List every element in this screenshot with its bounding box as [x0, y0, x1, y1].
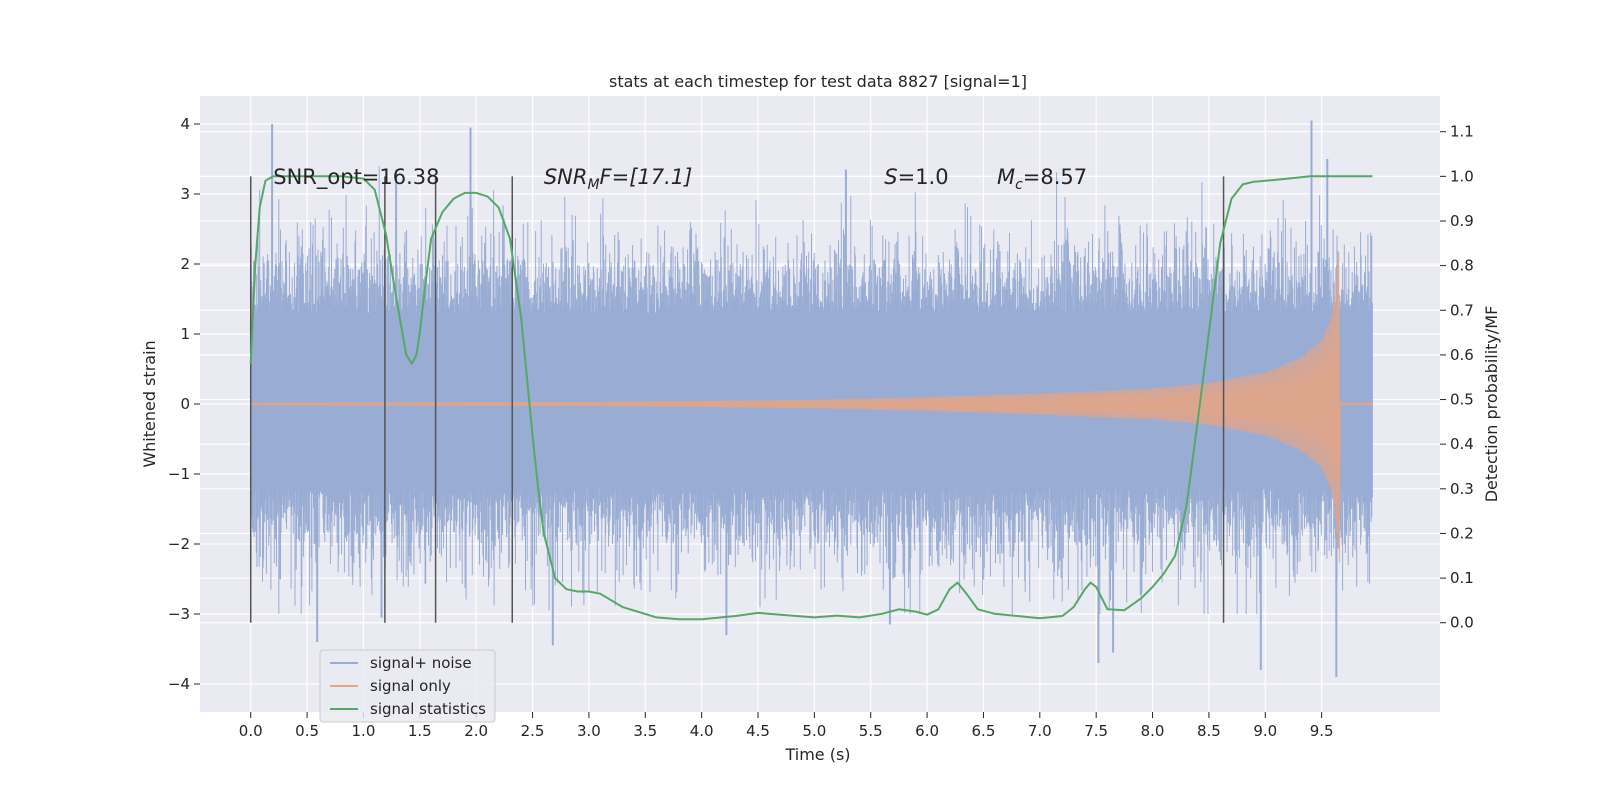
x-tick-label: 0.0	[239, 722, 263, 740]
annotation-snr-mf: SNRMF=[17.1]	[544, 165, 693, 193]
y-left-tick-label: 1	[180, 325, 190, 343]
y-left-tick-label: −4	[168, 675, 190, 693]
annotation-snr-opt: SNR_opt=16.38	[273, 165, 439, 190]
y-right-tick-label: 0.2	[1450, 524, 1474, 542]
x-tick-label: 4.5	[746, 722, 770, 740]
y-left-tick-label: −1	[168, 465, 190, 483]
x-tick-label: 1.0	[352, 722, 376, 740]
x-tick-label: 7.0	[1028, 722, 1052, 740]
x-axis-label: Time (s)	[784, 745, 850, 764]
y-right-tick-label: 0.5	[1450, 391, 1474, 409]
legend-label-signal: signal only	[370, 677, 451, 695]
x-tick-label: 7.5	[1084, 722, 1108, 740]
series-signal-statistics	[249, 175, 1373, 621]
x-tick-label: 4.0	[690, 722, 714, 740]
y-right-tick-label: 0.7	[1450, 301, 1474, 319]
x-tick-label: 8.5	[1197, 722, 1221, 740]
x-tick-label: 2.0	[464, 722, 488, 740]
y-right-tick-label: 0.6	[1450, 346, 1474, 364]
x-tick-label: 3.0	[577, 722, 601, 740]
annotation-mchirp: Mc=8.57	[997, 165, 1087, 193]
x-tick-label: 9.0	[1253, 722, 1277, 740]
legend: signal+ noise signal only signal statist…	[319, 649, 496, 723]
legend-label-statistics: signal statistics	[370, 700, 486, 718]
y-right-tick-label: 0.3	[1450, 480, 1474, 498]
statistics-line	[249, 175, 1373, 621]
y-left-tick-label: −2	[168, 535, 190, 553]
legend-box	[319, 649, 496, 723]
x-tick-label: 5.0	[802, 722, 826, 740]
y-right-tick-label: 0.4	[1450, 435, 1474, 453]
y-right-tick-label: 0.8	[1450, 257, 1474, 275]
x-tick-label: 5.5	[859, 722, 883, 740]
x-tick-label: 0.5	[295, 722, 319, 740]
y-right-tick-label: 0.0	[1450, 614, 1474, 632]
signal-trace	[250, 252, 1373, 563]
series-signal-only	[250, 252, 1373, 563]
annotation-s-stat: S=1.0	[884, 165, 948, 189]
y-axis-right-ticks: 1.1 1.0 0.9 0.8 0.7 0.6 0.5 0.4 0.3 0.2 0.1 0.0	[1440, 123, 1474, 632]
y-right-tick-label: 1.1	[1450, 123, 1474, 141]
x-axis-ticks: 0.0 0.5 1.0 1.5 2.0 2.5 3.0 3.5 4.0 4.5 5.0 5.5 6.0 6…	[239, 712, 1334, 740]
y-axis-left-ticks: 4 3 2 1 0 −1 −2 −3 −4	[168, 115, 200, 693]
y-left-tick-label: −3	[168, 605, 190, 623]
x-tick-label: 9.5	[1310, 722, 1334, 740]
noise-spikes	[271, 120, 1338, 677]
x-tick-label: 3.5	[633, 722, 657, 740]
y-left-tick-label: 3	[180, 185, 190, 203]
x-tick-label: 6.5	[972, 722, 996, 740]
y-left-tick-label: 2	[180, 255, 190, 273]
y-axis-right-label: Detection probability/MF	[1482, 306, 1501, 503]
y-right-tick-label: 0.9	[1450, 212, 1474, 230]
chart-title: stats at each timestep for test data 882…	[609, 72, 1027, 91]
y-right-tick-label: 1.0	[1450, 167, 1474, 185]
x-tick-label: 2.5	[521, 722, 545, 740]
y-left-tick-label: 0	[180, 395, 190, 413]
annotations: SNR_opt=16.38 SNRMF=[17.1] S=1.0 Mc=8.57	[273, 165, 1087, 193]
legend-label-noise: signal+ noise	[370, 654, 472, 672]
y-left-tick-label: 4	[180, 115, 190, 133]
x-tick-label: 1.5	[408, 722, 432, 740]
y-axis-left-label: Whitened strain	[140, 340, 159, 467]
x-tick-label: 8.0	[1141, 722, 1165, 740]
x-tick-label: 6.0	[915, 722, 939, 740]
y-right-tick-label: 0.1	[1450, 569, 1474, 587]
